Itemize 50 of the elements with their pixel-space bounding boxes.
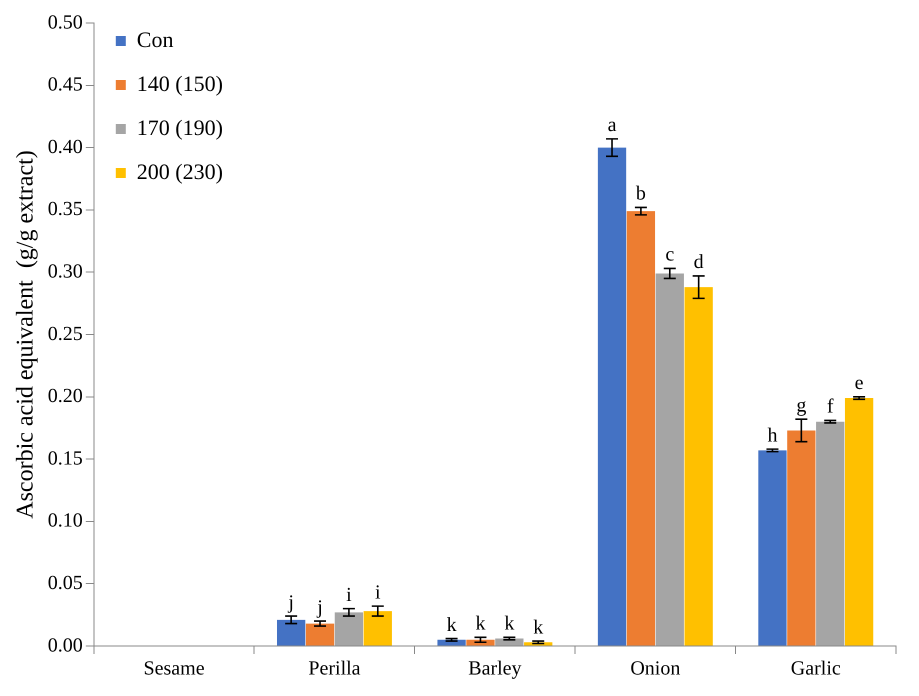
x-tick-label: Barley: [468, 657, 522, 680]
data-label: c: [665, 244, 674, 266]
data-label: h: [767, 424, 778, 446]
data-label: e: [854, 372, 864, 394]
legend-label: Con: [136, 26, 174, 52]
x-tick-label: Garlic: [790, 657, 841, 680]
data-label: b: [636, 182, 646, 205]
bar: [844, 398, 874, 646]
legend-label: 140 (150): [136, 70, 223, 96]
x-tick-label: Onion: [630, 657, 680, 680]
bar: [758, 450, 787, 646]
data-label: j: [287, 591, 294, 614]
data-label: k: [475, 612, 486, 635]
bar: [656, 273, 684, 646]
y-tick-label: 0.45: [48, 74, 83, 96]
bar: [787, 430, 816, 646]
y-tick-label: 0.30: [48, 260, 83, 282]
data-label: j: [316, 596, 323, 618]
y-tick-label: 0.15: [48, 447, 83, 470]
bar: [598, 148, 626, 646]
y-tick-label: 0.05: [48, 572, 83, 594]
x-tick-label: Sesame: [143, 657, 205, 680]
x-tick-label: Perilla: [308, 657, 361, 680]
bar: [276, 620, 306, 646]
y-tick-label: 0.10: [48, 510, 83, 532]
data-label: k: [446, 614, 457, 636]
y-tick-label: 0.50: [48, 11, 83, 34]
bar: [626, 211, 656, 646]
y-axis-title: Ascorbic acid equivalent (g/g extract): [12, 150, 39, 519]
data-label: k: [533, 616, 544, 638]
y-tick-label: 0.35: [48, 198, 83, 220]
data-label: f: [826, 396, 834, 418]
bar: [306, 624, 334, 646]
y-tick-label: 0.00: [48, 634, 83, 656]
y-tick-label: 0.25: [48, 322, 83, 345]
legend-label: 200 (230): [136, 158, 223, 184]
y-tick-label: 0.40: [48, 136, 83, 158]
data-label: g: [796, 394, 806, 416]
data-label: d: [694, 251, 704, 274]
bar: [334, 612, 364, 646]
legend-label: 170 (190): [136, 114, 223, 140]
bar: [816, 422, 844, 646]
data-label: i: [346, 584, 352, 606]
bar: [495, 638, 524, 646]
bar: [364, 611, 392, 646]
data-label: k: [504, 612, 514, 635]
data-label: a: [608, 114, 617, 136]
data-label: i: [375, 581, 381, 604]
y-tick-label: 0.20: [48, 385, 83, 408]
bar: [684, 287, 713, 646]
